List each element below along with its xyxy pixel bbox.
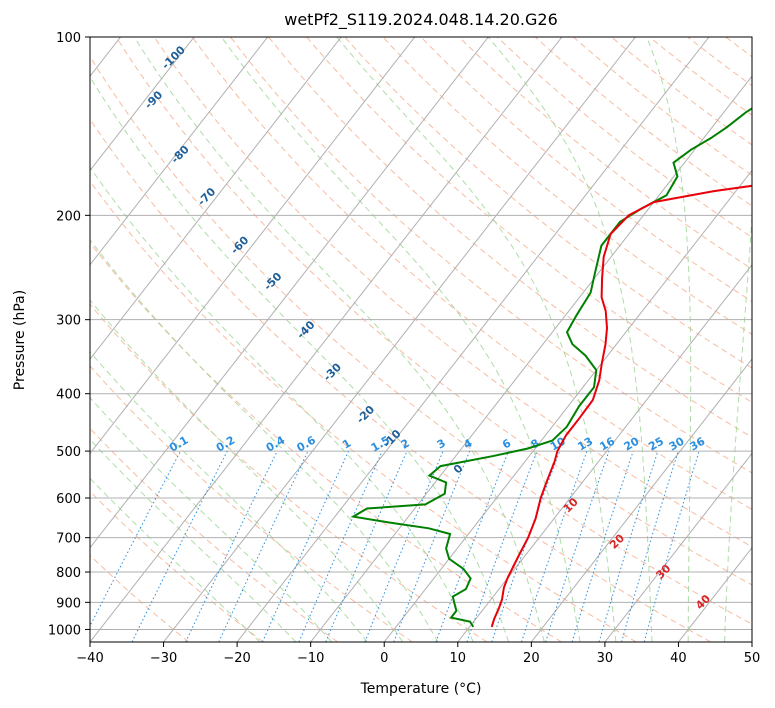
isotherm-line (90, 37, 195, 172)
isotherm-line (90, 37, 416, 455)
y-axis-ticks: 100 200 300 400 500 600 700 800 900 1000 (48, 31, 90, 638)
dry-adiabat-line (344, 37, 752, 369)
x-tick-label: −30 (150, 651, 177, 666)
dry-adiabat-line (90, 55, 752, 625)
x-tick-label: 40 (670, 651, 687, 666)
moist-adiabat-line (336, 37, 617, 642)
dry-adiabat-line (268, 37, 752, 438)
x-tick-label: 20 (523, 651, 540, 666)
y-tick-label: 800 (56, 566, 81, 581)
moist-adiabat-line (90, 477, 261, 642)
isotherms (90, 37, 752, 642)
moist-adiabat-line (90, 238, 439, 642)
x-tick-label: 0 (380, 651, 388, 666)
mixing-ratio-lines (90, 450, 700, 642)
mixing-ratio-line (466, 450, 538, 642)
y-tick-label: 900 (56, 596, 81, 611)
moist-adiabat-line (646, 37, 692, 642)
isotherm-line (163, 37, 636, 642)
x-axis-ticks: −40 −30 −20 −10 0 10 20 30 40 50 (76, 642, 760, 666)
temperature-line (490, 184, 752, 628)
y-axis-title: Pressure (hPa) (12, 290, 28, 390)
moist-adiabat-line (90, 299, 404, 642)
dry-adiabat-line (382, 37, 752, 335)
mixing-ratio-line (491, 450, 561, 642)
dry-adiabat-line (534, 37, 752, 207)
moist-adiabats (90, 37, 752, 642)
dry-adiabat-line (230, 37, 752, 474)
x-tick-label: 50 (744, 651, 761, 666)
dry-adiabat-line (153, 37, 752, 548)
dry-adiabat-line (306, 37, 752, 403)
dry-adiabat-line (420, 37, 752, 303)
isotherm-line (604, 452, 752, 642)
moist-adiabat-line (724, 210, 752, 642)
isotherm-line (90, 37, 563, 642)
moist-adiabat-line (90, 166, 474, 642)
isotherm-line (90, 37, 489, 549)
moist-adiabat-line (220, 37, 581, 642)
mixing-ratio-line (598, 450, 659, 642)
dry-adiabat-line (115, 37, 752, 586)
x-tick-label: 30 (597, 651, 614, 666)
isotherm-line (90, 37, 269, 266)
mixing-ratio-line (521, 450, 588, 642)
x-tick-label: −20 (223, 651, 250, 666)
x-axis-title: Temperature (°C) (360, 681, 482, 697)
y-tick-label: 200 (56, 209, 81, 224)
mixing-ratio-line (325, 450, 408, 642)
y-tick-label: 500 (56, 445, 81, 460)
moist-adiabat-line (487, 37, 653, 642)
isotherm-line (90, 37, 342, 360)
mixing-ratio-line (218, 450, 309, 642)
mixing-ratio-line (621, 450, 679, 642)
y-tick-label: 300 (56, 314, 81, 329)
y-tick-label: 100 (56, 31, 81, 46)
x-tick-label: 10 (450, 651, 467, 666)
plot-area: 0.1 0.2 0.4 0.6 1 1.5 2 3 4 6 8 10 13 16 20 25 30 36-100-… (90, 37, 752, 642)
y-tick-label: 1000 (48, 623, 81, 638)
moist-adiabat-line (133, 37, 545, 642)
chart-title: wetPf2_S119.2024.048.14.20.G26 (284, 10, 558, 30)
mixing-ratio-line (571, 450, 634, 642)
isotherm-line (310, 75, 752, 642)
dry-adiabat-line (90, 180, 637, 642)
x-tick-label: −10 (297, 651, 324, 666)
mixing-ratio-line (643, 450, 700, 642)
mixing-ratio-line (185, 450, 278, 642)
y-tick-label: 400 (56, 388, 81, 403)
isotherm-line (457, 263, 752, 642)
dry-adiabat-line (611, 37, 752, 146)
moist-adiabat-line (90, 351, 368, 642)
y-tick-label: 700 (56, 532, 81, 547)
moist-adiabat-line (90, 76, 510, 642)
plot-frame (89, 36, 753, 643)
isotherm-line (236, 37, 710, 642)
mixing-ratio-line (298, 450, 383, 642)
dry-adiabat-line (573, 37, 752, 176)
mixing-ratio-line (262, 450, 349, 642)
y-tick-label: 600 (56, 492, 81, 507)
isotherm-line (383, 169, 752, 642)
mixing-ratio-line (545, 450, 610, 642)
dewpoint-line (350, 107, 752, 628)
moist-adiabat-line (90, 438, 297, 642)
dry-adiabat-line (90, 365, 413, 642)
isotherm-line (530, 358, 752, 642)
x-tick-label: −40 (76, 651, 103, 666)
pressure-gridlines (90, 37, 752, 630)
dry-adiabat-line (90, 427, 339, 642)
